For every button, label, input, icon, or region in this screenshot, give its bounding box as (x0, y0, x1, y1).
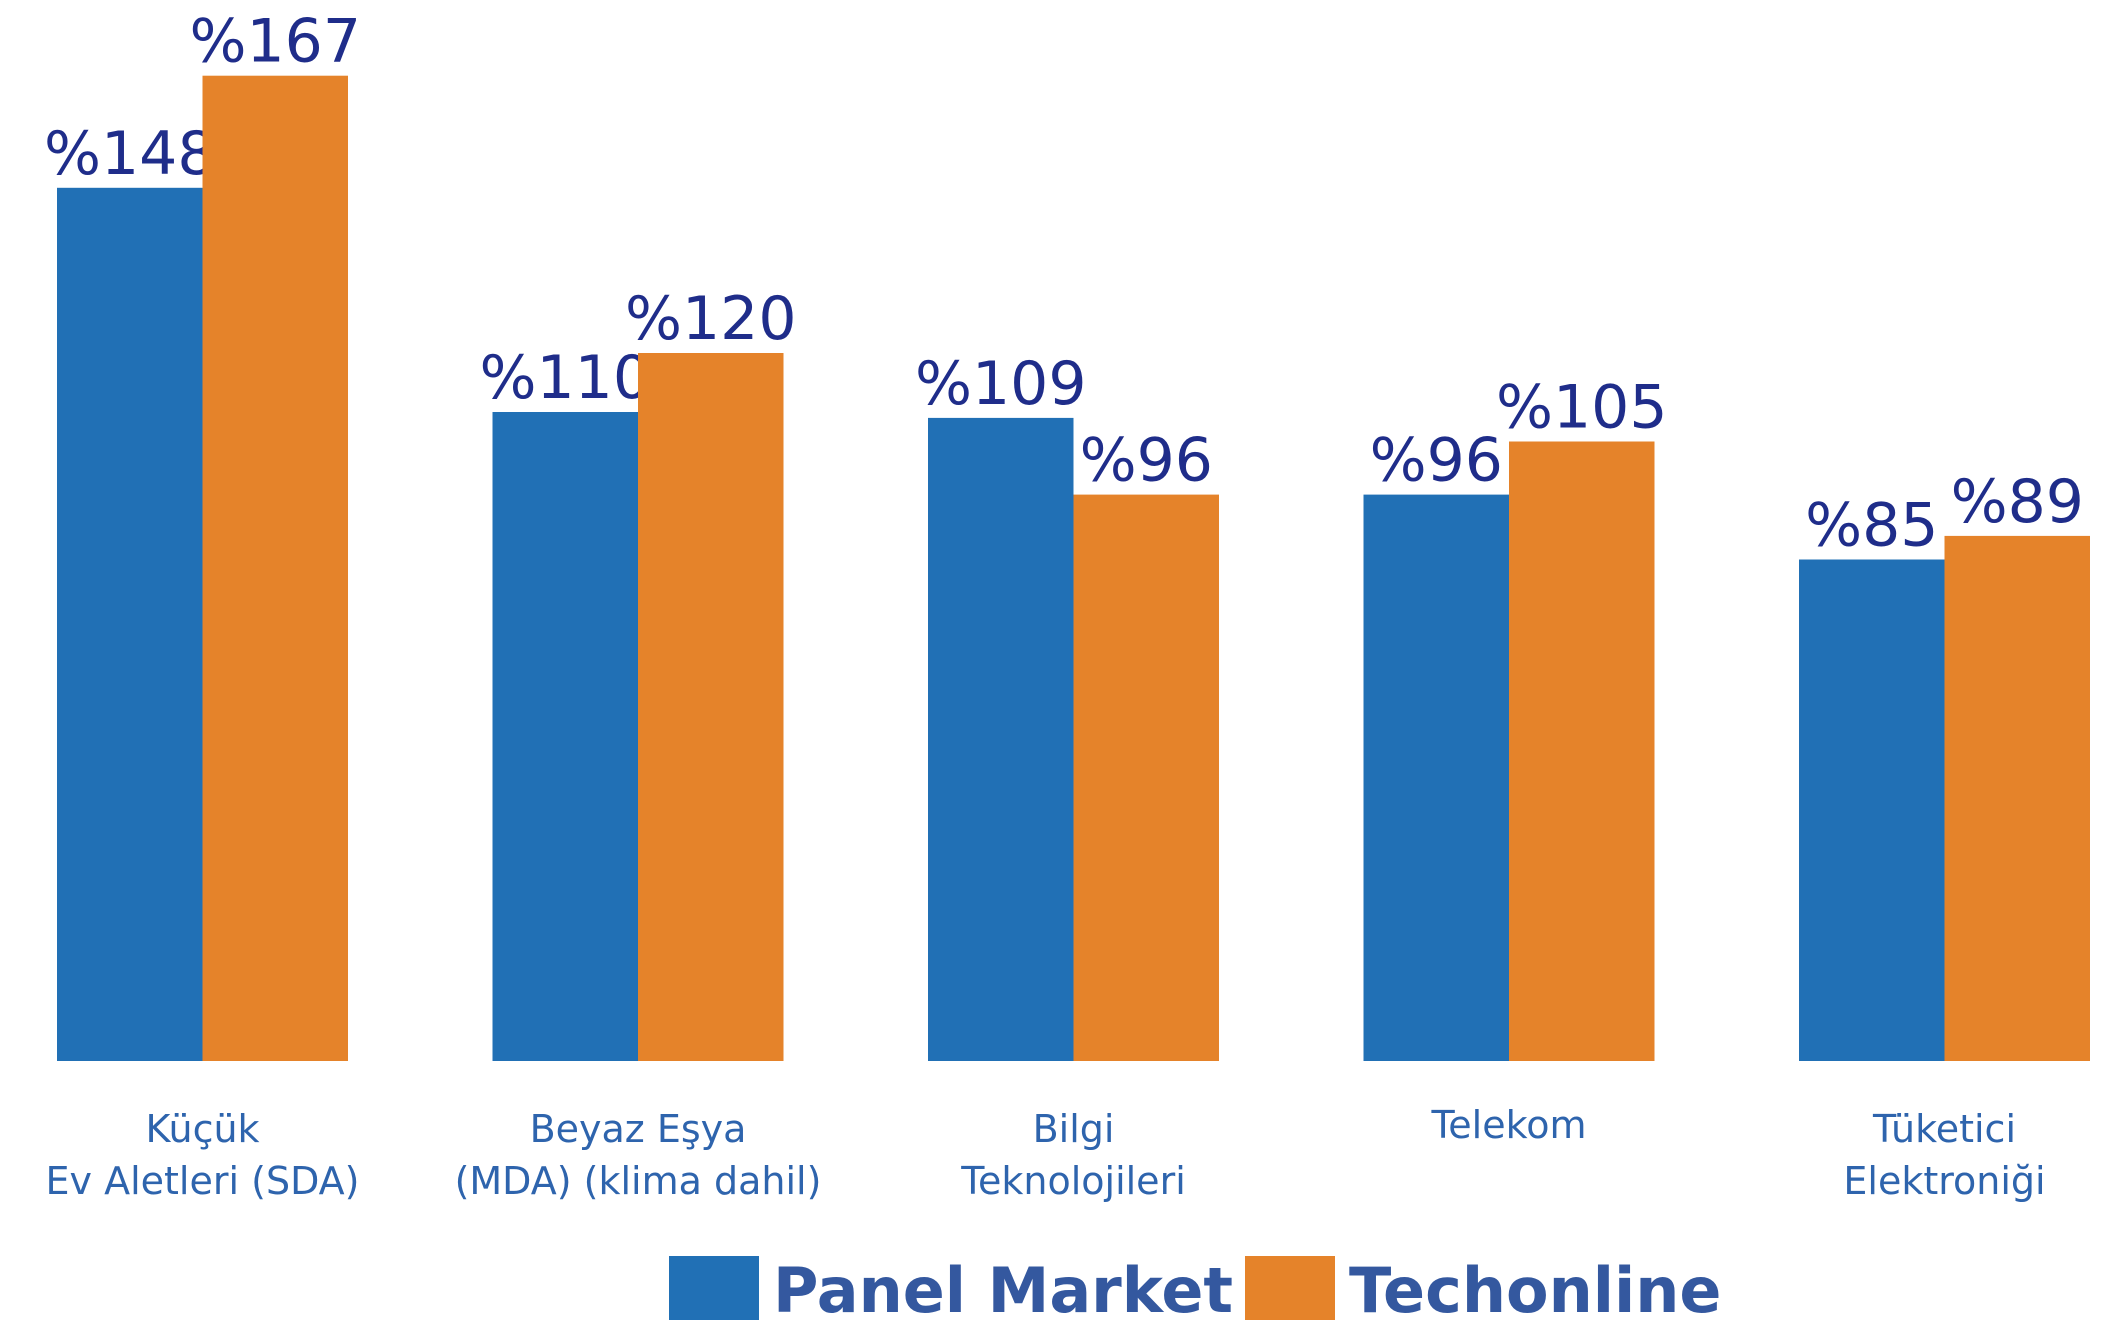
data-label: %109 (915, 349, 1087, 419)
bar (1363, 494, 1509, 1062)
bar (492, 412, 638, 1061)
bar (57, 187, 203, 1062)
category-label: Ev Aletleri (SDA) (46, 1159, 360, 1203)
bar (638, 353, 784, 1061)
category-label: (MDA) (klima dahil) (455, 1159, 822, 1203)
bar (1799, 559, 1945, 1061)
legend-swatch (669, 1256, 759, 1320)
category-label: Telekom (1431, 1103, 1587, 1147)
category-label: Küçük (145, 1107, 259, 1151)
category-label: Tüketici (1872, 1107, 2016, 1151)
category-label: Beyaz Eşya (530, 1107, 747, 1151)
category-label: Teknolojileri (960, 1159, 1186, 1203)
category-label: Bilgi (1033, 1107, 1115, 1151)
data-label: %89 (1951, 467, 2084, 537)
category-label: Elektroniği (1843, 1159, 2045, 1203)
bar (202, 75, 348, 1061)
data-label: %120 (625, 284, 797, 354)
data-label: %148 (44, 119, 216, 189)
data-label: %105 (1496, 373, 1668, 443)
legend-swatch (1245, 1256, 1335, 1320)
legend-label: Techonline (1349, 1254, 1721, 1323)
bar (1073, 494, 1219, 1062)
bar (1944, 535, 2090, 1061)
data-label: %96 (1080, 426, 1213, 496)
data-label: %96 (1370, 426, 1503, 496)
bar (928, 417, 1074, 1061)
data-label: %85 (1805, 491, 1938, 561)
legend-label: Panel Market (773, 1254, 1233, 1323)
bar (1509, 441, 1655, 1061)
data-label: %110 (479, 343, 651, 413)
data-label: %167 (189, 7, 361, 77)
